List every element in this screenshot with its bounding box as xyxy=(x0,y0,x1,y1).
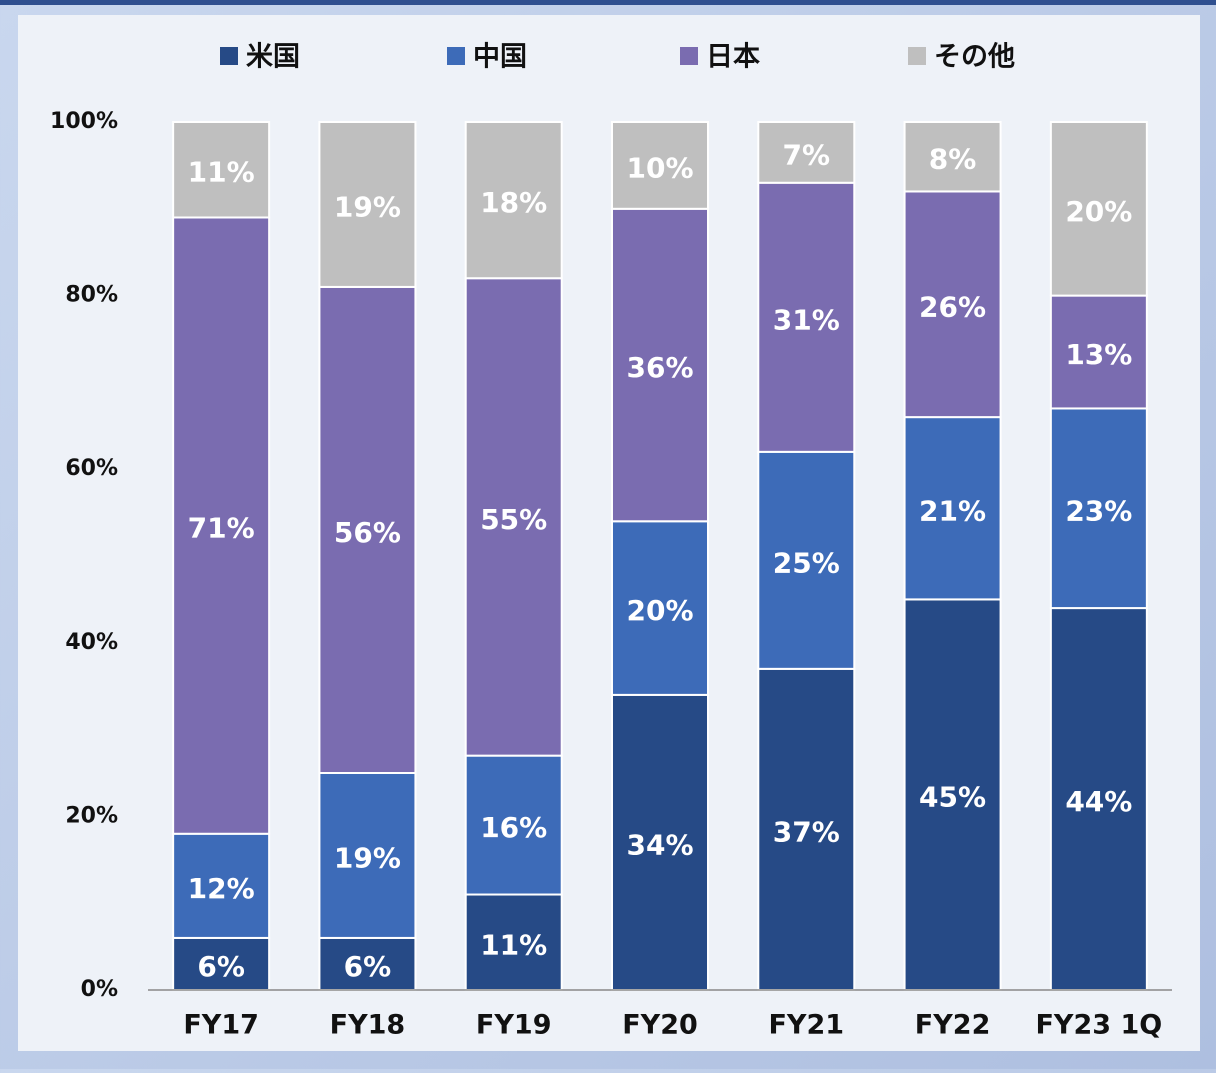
data-label: 8% xyxy=(929,143,977,176)
bar-segment xyxy=(318,285,417,774)
x-tick-label: FY23 1Q xyxy=(1035,1010,1162,1041)
bar-segment xyxy=(1049,121,1148,297)
data-label: 31% xyxy=(773,303,840,336)
bar-segment xyxy=(903,416,1002,601)
bar-segment xyxy=(757,450,856,670)
data-label: 20% xyxy=(1065,195,1132,228)
bar-segment xyxy=(172,936,271,991)
data-label: 19% xyxy=(334,190,401,223)
bar-segment xyxy=(757,121,856,184)
data-label: 34% xyxy=(626,828,693,861)
data-label: 10% xyxy=(626,151,693,184)
bar-segment xyxy=(903,190,1002,419)
data-label: 16% xyxy=(480,811,547,844)
bar-segment xyxy=(611,520,709,696)
data-label: 11% xyxy=(480,928,547,961)
data-label: 18% xyxy=(480,186,547,219)
bar-segment xyxy=(172,121,271,219)
data-label: 6% xyxy=(344,950,392,983)
legend-swatch xyxy=(680,47,698,65)
data-label: 71% xyxy=(188,512,255,545)
bar-segment xyxy=(464,277,563,757)
legend-label: 米国 xyxy=(246,42,300,73)
bar-segment xyxy=(757,181,856,453)
y-tick-label: 80% xyxy=(65,283,118,308)
x-tick-label: FY19 xyxy=(476,1010,552,1041)
bar-segment xyxy=(611,121,709,210)
data-label: 21% xyxy=(919,494,986,527)
data-label: 26% xyxy=(919,290,986,323)
data-label: 37% xyxy=(773,815,840,848)
data-label: 45% xyxy=(919,781,986,814)
data-label: 20% xyxy=(626,594,693,627)
data-label: 11% xyxy=(188,156,255,189)
data-label: 56% xyxy=(334,516,401,549)
x-tick-label: FY18 xyxy=(330,1010,406,1041)
x-tick-label: FY20 xyxy=(622,1010,698,1041)
bar-segment xyxy=(1049,407,1148,610)
data-label: 44% xyxy=(1065,785,1132,818)
data-label: 25% xyxy=(773,546,840,579)
data-label: 6% xyxy=(197,950,245,983)
legend-label: 中国 xyxy=(473,42,527,73)
x-tick-label: FY17 xyxy=(183,1010,259,1041)
x-tick-label: FY22 xyxy=(915,1010,991,1041)
y-tick-label: 100% xyxy=(50,109,118,134)
data-label: 19% xyxy=(334,841,401,874)
y-tick-label: 40% xyxy=(65,630,118,655)
bar-segment xyxy=(611,693,709,991)
data-label: 36% xyxy=(626,351,693,384)
x-tick-label: FY21 xyxy=(768,1010,844,1041)
legend-swatch xyxy=(908,47,926,65)
bar-segment xyxy=(757,667,856,992)
data-label: 7% xyxy=(783,138,831,171)
data-label: 55% xyxy=(480,503,547,536)
y-tick-label: 0% xyxy=(81,977,118,1002)
legend-label: 日本 xyxy=(706,42,760,73)
bar-segment xyxy=(611,207,709,523)
legend-label: その他 xyxy=(934,42,1015,73)
bar-segment xyxy=(318,772,417,939)
legend-swatch xyxy=(220,47,238,65)
bar-segment xyxy=(903,121,1002,193)
data-label: 13% xyxy=(1065,338,1132,371)
bar-segment xyxy=(318,121,417,288)
bar-segment xyxy=(464,121,563,280)
legend-swatch xyxy=(447,47,465,65)
y-tick-label: 60% xyxy=(65,456,118,481)
data-label: 23% xyxy=(1065,494,1132,527)
data-label: 12% xyxy=(188,872,255,905)
bar-segment xyxy=(464,893,563,992)
y-tick-label: 20% xyxy=(65,803,118,828)
bar-segment xyxy=(172,216,271,835)
bar-segment xyxy=(1049,607,1148,992)
top-bar xyxy=(0,0,1216,5)
